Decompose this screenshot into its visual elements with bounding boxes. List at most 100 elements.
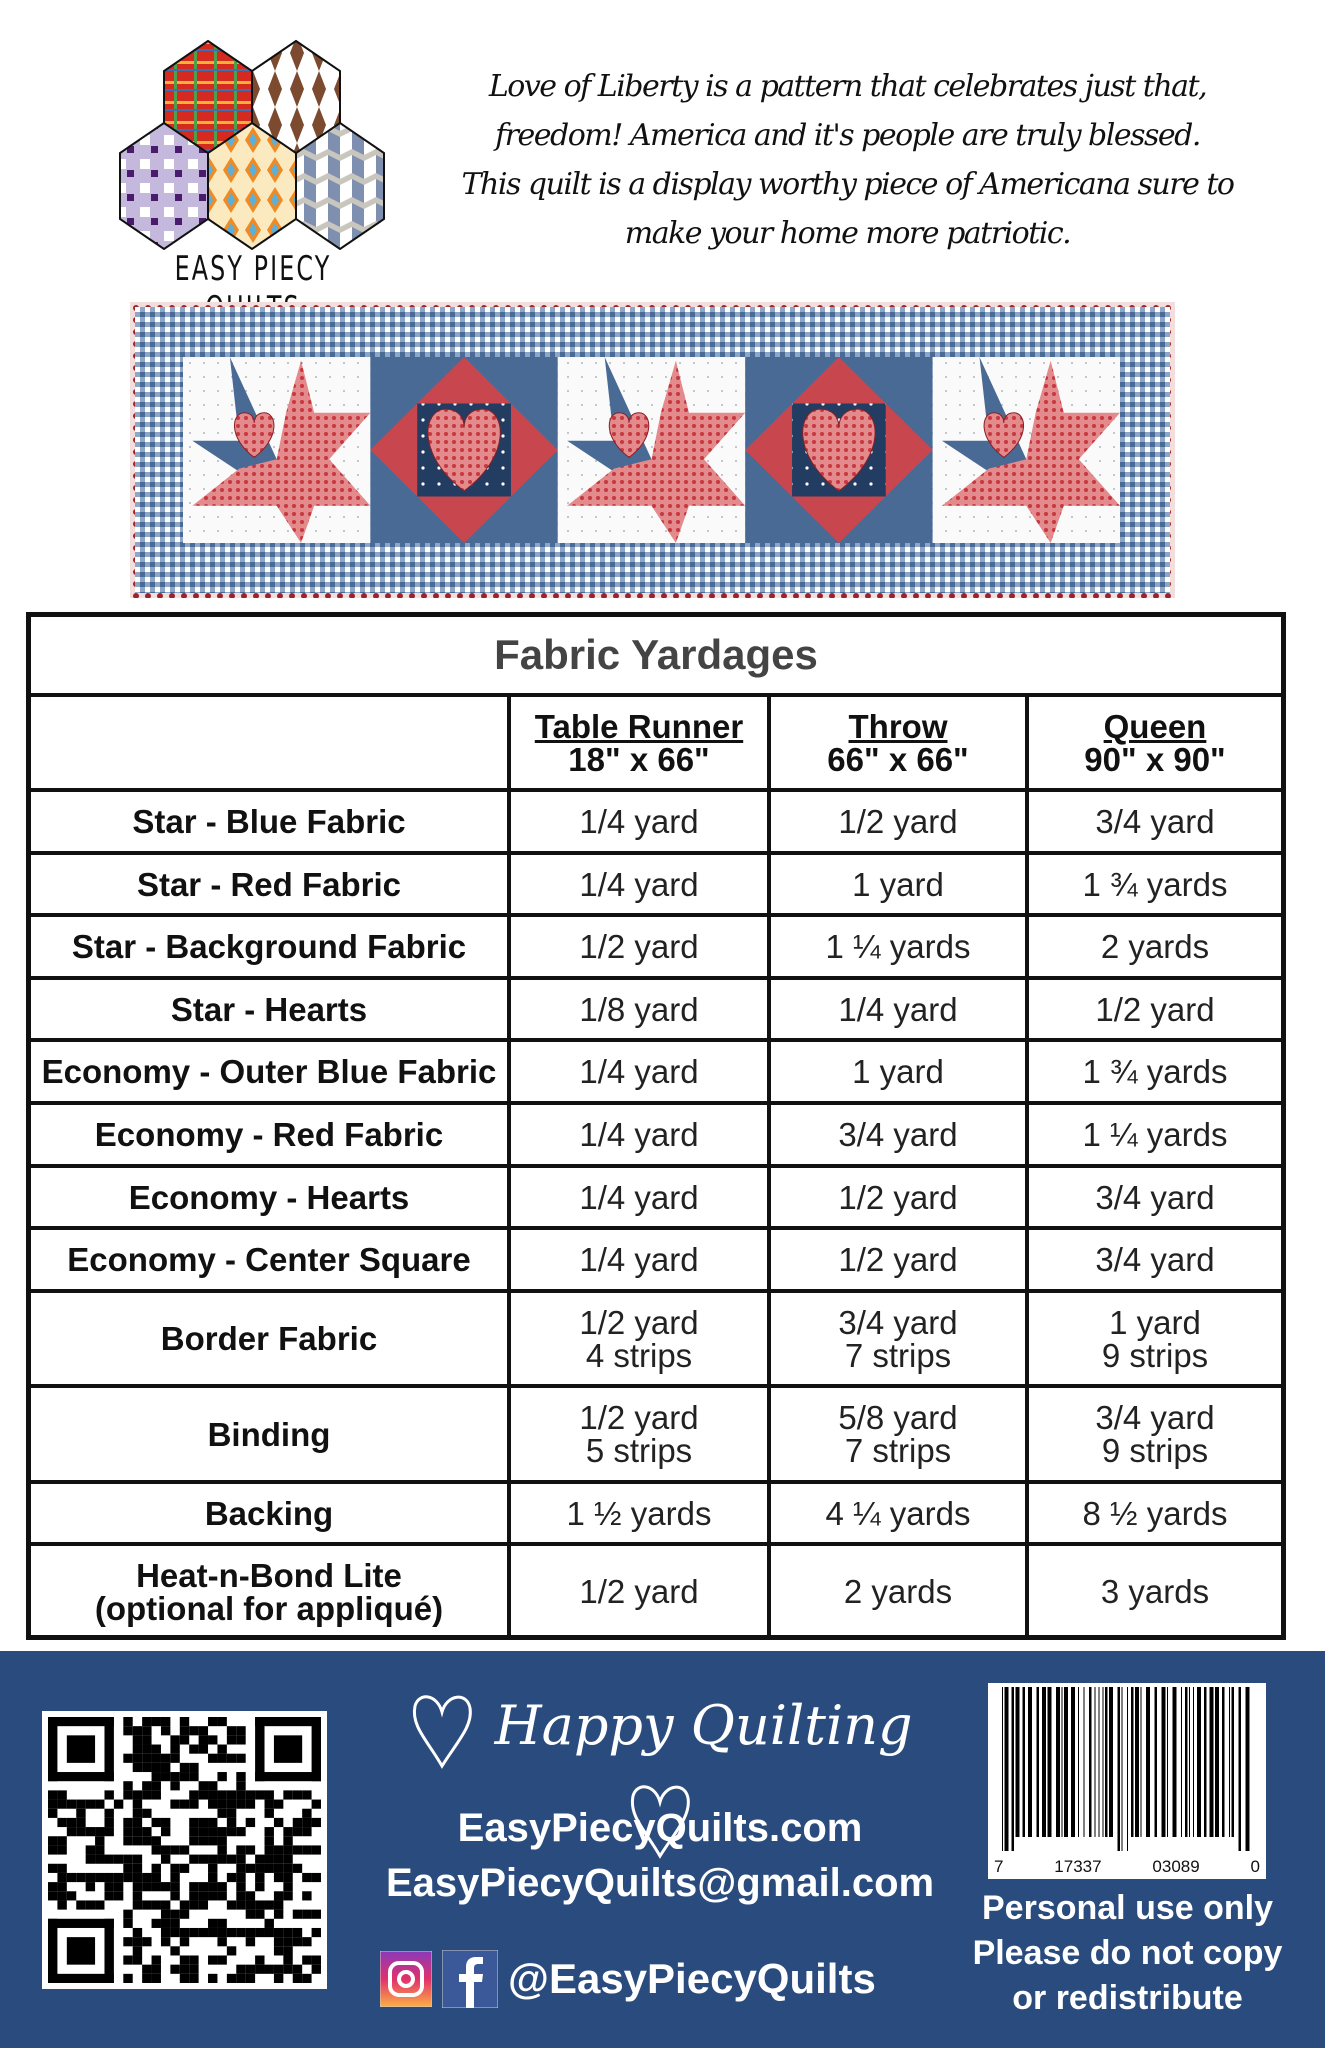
yardage-cell: 3/4 yard 9 strips [1025,1388,1281,1480]
qr-module [311,1927,321,1938]
qr-module [170,1872,180,1883]
cell-text: 3/4 yard [838,1116,958,1153]
qr-module [273,1854,284,1864]
yardage-cell: 1 ¼ yards [767,917,1025,976]
cell-text: 1/2 yard [838,1178,958,1216]
yardage-cell: 1 yard [767,855,1025,913]
barcode-bar [1098,1687,1100,1837]
heart-icon [413,1695,473,1769]
star-red-fabric [192,360,371,543]
row-label: Economy - Center Square [31,1230,507,1289]
qr-module [245,1790,256,1800]
qr-module [217,1882,227,1892]
social-row: @EasyPiecyQuilts [380,1949,876,2009]
barcode-bar [1105,1687,1108,1837]
cell-text: 1/8 yard [579,990,699,1028]
qr-module [217,1717,227,1727]
qr-module [132,1817,143,1828]
qr-module [179,1717,190,1727]
qr-module [151,1973,161,1983]
qr-module [179,1955,190,1965]
qr-module [57,1900,67,1910]
qr-module [76,1900,86,1910]
barcode-bar [1215,1687,1219,1837]
qr-module [236,1827,246,1837]
table-row: Heat-n-Bond Lite (optional for appliqué) 1… [31,1542,1281,1637]
qr-module [302,1817,312,1828]
social-handle[interactable]: @EasyPiecyQuilts [508,1955,876,2002]
facebook-icon[interactable] [442,1950,498,2008]
qr-module [132,1827,143,1837]
qr-module [255,1854,265,1864]
cell-text: 1 ½ yards [566,1494,712,1532]
qr-module [264,1799,274,1809]
cell-text: 1/2 yard [1095,990,1215,1028]
qr-module [48,1808,58,1818]
instagram-icon[interactable] [380,1951,432,2007]
qr-module [151,1964,161,1974]
qr-module [208,1863,218,1873]
qr-module [189,1927,199,1938]
legal-line: Personal use only [982,1889,1273,1927]
qr-module [208,1836,218,1846]
qr-module [273,1927,284,1938]
qr-module [66,1735,96,1763]
qr-module [132,1753,143,1763]
qr-module [226,1946,237,1956]
cell-text: 1 ¼ yards [1082,1116,1228,1153]
qr-module [76,1817,86,1828]
qr-module [245,1891,256,1901]
qr-module [123,1909,133,1919]
qr-module [123,1726,133,1736]
barcode-bar [1002,1687,1003,1857]
website-link[interactable]: EasyPiecyQuilts.com [457,1806,863,1850]
qr-module [226,1799,237,1809]
qr-module [245,1973,256,1983]
qr-module [292,1937,303,1947]
qr-module [48,1717,114,1727]
barcode-bar [1061,1687,1063,1837]
qr-module [273,1937,284,1947]
email-link[interactable]: EasyPiecyQuilts@gmail.com [385,1861,935,1905]
qr-module [95,1836,105,1846]
qr-module [142,1726,152,1736]
qr-module [226,1790,237,1800]
barcode-bar [1064,1687,1068,1837]
qr-module [104,1891,114,1901]
qr-module [104,1854,114,1864]
qr-module [189,1799,199,1809]
qr-module [283,1955,293,1965]
qr-code[interactable] [42,1711,327,1989]
qr-module [189,1762,199,1773]
qr-module [236,1964,246,1974]
qr-module [189,1973,199,1983]
yardage-cell: 1 yard [767,1042,1025,1101]
qr-module [142,1808,152,1818]
qr-module [132,1735,143,1745]
qr-module [76,1808,86,1818]
cell-text: 1/4 yard [838,990,958,1028]
qr-module [208,1927,218,1938]
qr-module [311,1817,321,1828]
qr-module [226,1827,237,1837]
qr-module [198,1790,209,1800]
qr-module [283,1872,293,1883]
barcode-bar [1131,1687,1134,1837]
qr-module [208,1735,218,1745]
qr-module [132,1946,143,1956]
qr-module [160,1717,171,1727]
qr-module [208,1799,218,1809]
qr-module [217,1772,227,1782]
qr-module [160,1753,171,1763]
barcode-bar [1004,1687,1009,1857]
cell-text: 5/8 yard [838,1399,958,1436]
qr-module [132,1955,143,1965]
usage-notice: Personal use only Please do not copy or … [955,1886,1300,2021]
cell-text: 4 ¼ yards [825,1494,971,1532]
cell-text: 1/2 yard [579,1399,699,1436]
qr-module [132,1872,143,1883]
qr-module [217,1937,227,1947]
qr-module [189,1964,199,1974]
cell-text: 3/4 yard [1095,803,1215,840]
barcode-bar [1193,1687,1194,1837]
